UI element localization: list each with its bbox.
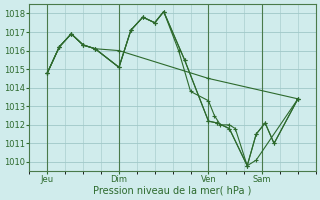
X-axis label: Pression niveau de la mer( hPa ): Pression niveau de la mer( hPa ) bbox=[93, 186, 252, 196]
